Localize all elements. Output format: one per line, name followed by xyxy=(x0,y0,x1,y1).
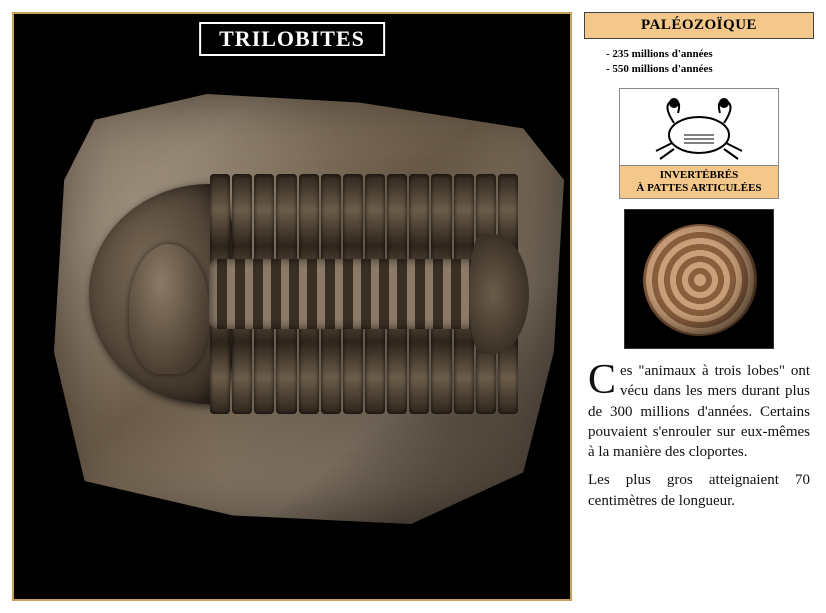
category-box: INVERTÉBRÉS À PATTES ARTICULÉES xyxy=(619,88,779,199)
trilobite-glabella xyxy=(129,244,209,374)
crab-icon xyxy=(644,93,754,163)
card-title: TRILOBITES xyxy=(219,26,365,51)
description-p2: Les plus gros atteignaient 70 centimètre… xyxy=(588,470,810,511)
title-band: TRILOBITES xyxy=(199,22,385,56)
trilobite-fossil xyxy=(89,164,519,424)
era-date: 550 millions d'années xyxy=(606,62,814,77)
era-badge: PALÉOZOÏQUE xyxy=(584,12,814,39)
p1-rest: es "animaux à trois lobes" ont vécu dans… xyxy=(588,363,810,460)
fossil-photo xyxy=(14,14,570,599)
description-text: Ces "animaux à trois lobes" ont vécu dan… xyxy=(584,361,814,519)
category-label: INVERTÉBRÉS À PATTES ARTICULÉES xyxy=(620,165,778,198)
category-line2: À PATTES ARTICULÉES xyxy=(622,182,776,195)
dropcap: C xyxy=(588,361,620,397)
sidebar: PALÉOZOÏQUE 235 millions d'années 550 mi… xyxy=(584,12,814,601)
era-date: 235 millions d'années xyxy=(606,47,814,62)
era-dates-list: 235 millions d'années 550 millions d'ann… xyxy=(584,45,814,82)
card-root: TRILOBITES PALÉOZOÏQUE xyxy=(12,12,814,601)
main-photo-frame: TRILOBITES xyxy=(12,12,572,601)
description-p1: Ces "animaux à trois lobes" ont vécu dan… xyxy=(588,361,810,462)
category-line1: INVERTÉBRÉS xyxy=(622,169,776,182)
enrolled-trilobite xyxy=(634,215,766,345)
thumbnail-frame xyxy=(624,209,774,349)
era-label: PALÉOZOÏQUE xyxy=(641,17,757,33)
